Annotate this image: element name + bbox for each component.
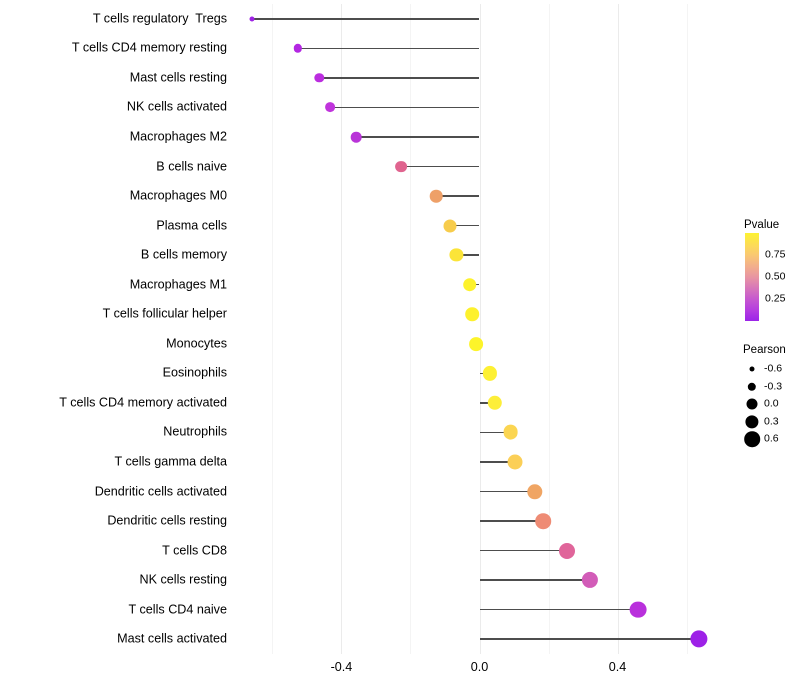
x-axis-tick-label: -0.4 <box>330 660 353 674</box>
stem-line <box>479 579 590 581</box>
data-point[interactable] <box>465 307 479 322</box>
gridline-minor <box>410 4 412 654</box>
stem-line <box>479 549 567 552</box>
gridline-minor <box>548 4 550 654</box>
colorbar-tick-label: 0.75 <box>765 248 786 261</box>
y-axis-tick-label: Macrophages M0 <box>129 188 227 203</box>
y-axis-tick-label: T cells CD4 naive <box>128 602 227 617</box>
y-axis-tick-label: NK cells activated <box>126 99 227 114</box>
data-point[interactable] <box>325 102 336 113</box>
data-point[interactable] <box>690 630 708 648</box>
y-axis-tick-label: T cells regulatory Tregs <box>92 11 227 26</box>
data-point[interactable] <box>482 366 497 381</box>
y-axis-tick-label: Dendritic cells resting <box>107 513 227 528</box>
data-point[interactable] <box>443 219 457 233</box>
size-legend-dot <box>744 431 760 447</box>
y-axis-tick-label: Monocytes <box>166 336 227 351</box>
data-point[interactable] <box>558 542 575 559</box>
y-axis-tick-label: T cells gamma delta <box>114 454 227 469</box>
size-legend-label: 0.0 <box>764 397 779 410</box>
pvalue-colorbar <box>745 233 759 321</box>
y-axis-tick-label: Mast cells resting <box>129 70 227 85</box>
gridline-major <box>617 4 619 654</box>
y-axis-labels: T cells regulatory Tregs T cells CD4 memo… <box>0 4 227 654</box>
colorbar-tick-label: 0.50 <box>765 270 786 283</box>
stem-line <box>319 77 480 79</box>
data-point[interactable] <box>581 572 598 589</box>
data-point[interactable] <box>629 601 647 619</box>
size-legend-dot <box>747 382 757 391</box>
size-legend-label: -0.6 <box>764 362 783 375</box>
size-legend-dot <box>749 366 755 372</box>
stem-line <box>456 254 480 256</box>
pvalue-legend-title: Pvalue <box>744 219 780 231</box>
gridline-minor <box>272 4 274 654</box>
data-point[interactable] <box>469 336 484 351</box>
data-point[interactable] <box>507 454 523 470</box>
stem-line <box>401 165 480 168</box>
data-point[interactable] <box>249 16 255 22</box>
stem-line <box>479 520 543 522</box>
stem-line <box>479 402 495 404</box>
y-axis-tick-label: Neutrophils <box>163 424 227 439</box>
stem-line <box>356 136 480 138</box>
stem-line <box>252 17 480 20</box>
y-axis-tick-label: Macrophages M1 <box>129 277 227 292</box>
x-axis: -0.4 0.0 0.4 <box>231 654 728 684</box>
data-point[interactable] <box>429 189 443 203</box>
data-point[interactable] <box>527 483 543 500</box>
stem-line <box>450 224 480 227</box>
y-axis-tick-label: Dendritic cells activated <box>94 484 227 498</box>
size-legend-dot <box>746 398 758 410</box>
stem-line <box>479 608 638 611</box>
stem-line <box>330 106 480 109</box>
y-axis-tick-label: Eosinophils <box>162 365 227 380</box>
data-point[interactable] <box>487 395 502 411</box>
colorbar-tick-mark <box>759 299 763 300</box>
y-axis-tick-label: T cells follicular helper <box>102 306 227 321</box>
gridline-major <box>479 4 481 654</box>
colorbar-tick-label: 0.25 <box>765 292 786 305</box>
colorbar-tick-mark <box>759 277 763 278</box>
stem-line <box>297 47 480 50</box>
plot-panel <box>231 4 728 654</box>
data-point[interactable] <box>463 277 477 292</box>
size-legend-dot <box>745 414 759 429</box>
gridline-minor <box>686 4 688 654</box>
y-axis-tick-label: B cells memory <box>140 247 227 262</box>
y-axis-tick-label: T cells CD4 memory resting <box>71 40 227 55</box>
data-point[interactable] <box>314 73 325 83</box>
legend-area: Pvalue 0.75 0.50 0.25 Pearson -0.6 -0.3 0.0 0… <box>735 0 800 700</box>
x-axis-tick-label: 0.4 <box>608 660 627 674</box>
data-point[interactable] <box>293 44 303 53</box>
y-axis-tick-label: T cells CD8 <box>162 543 227 558</box>
size-legend-label: -0.3 <box>764 380 783 392</box>
data-point[interactable] <box>503 425 518 440</box>
y-axis-tick-label: B cells naive <box>156 159 227 173</box>
y-axis-tick-label: Macrophages M2 <box>129 129 227 144</box>
stem-line <box>479 490 535 493</box>
data-point[interactable] <box>449 248 463 262</box>
data-point[interactable] <box>535 513 551 529</box>
y-axis-tick-label: NK cells resting <box>139 572 228 587</box>
size-legend-label: 0.3 <box>764 415 779 427</box>
y-axis-tick-label: Plasma cells <box>156 218 227 233</box>
stem-line <box>479 638 699 641</box>
data-point[interactable] <box>395 160 408 173</box>
stem-line <box>436 195 480 197</box>
size-legend-label: 0.6 <box>764 432 779 445</box>
stem-line <box>479 461 516 463</box>
colorbar-tick-mark <box>759 255 763 256</box>
y-axis-tick-label: Mast cells activated <box>117 631 227 646</box>
x-axis-tick-label: 0.0 <box>470 660 489 674</box>
gridline-major <box>341 4 343 654</box>
stem-line <box>479 431 511 434</box>
data-point[interactable] <box>350 131 362 143</box>
pearson-legend-title: Pearson <box>743 344 786 356</box>
y-axis-tick-label: T cells CD4 memory activated <box>59 395 227 410</box>
